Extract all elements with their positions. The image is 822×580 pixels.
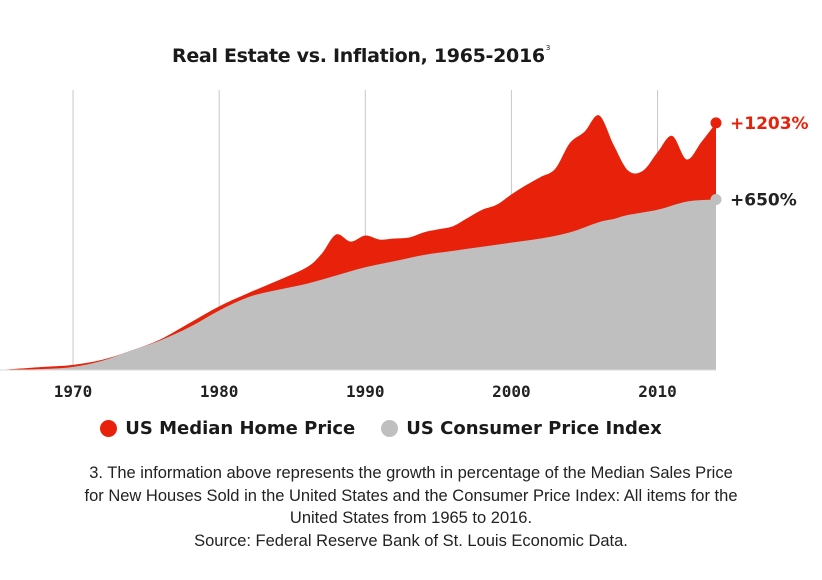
title-footnote-mark: 3 (545, 44, 550, 52)
x-tick-label-1970: 1970 (54, 382, 93, 401)
chart-legend: US Median Home Price US Consumer Price I… (0, 418, 822, 439)
footnote-line: for New Houses Sold in the United States… (84, 486, 738, 505)
x-tick-label-1980: 1980 (200, 382, 239, 401)
x-tick-label-1990: 1990 (346, 382, 385, 401)
x-tick-label-2010: 2010 (638, 382, 677, 401)
chart-title: Real Estate vs. Inflation, 1965-20163 (0, 44, 722, 67)
footnote-source: Source: Federal Reserve Bank of St. Loui… (194, 531, 628, 550)
footnote: 3. The information above represents the … (0, 462, 822, 552)
legend-swatch-home-price (100, 420, 118, 437)
endpoint-home-price (710, 117, 722, 129)
legend-label-home-price: US Median Home Price (125, 418, 356, 439)
footnote-line: 3. The information above represents the … (89, 464, 733, 482)
area-cpi (0, 199, 716, 370)
end-label-home-price: +1203% (730, 114, 809, 134)
chart-title-text: Real Estate vs. Inflation, 1965-2016 (172, 45, 545, 67)
legend-swatch-cpi (381, 420, 399, 437)
legend-item-cpi: US Consumer Price Index (381, 418, 662, 439)
x-tick-label-2000: 2000 (492, 382, 531, 401)
legend-item-home-price: US Median Home Price (100, 418, 355, 439)
footnote-line: United States from 1965 to 2016. (289, 509, 533, 527)
endpoint-cpi (710, 194, 722, 206)
end-label-cpi: +650% (730, 191, 797, 211)
area-chart: +1203% +650% 1970 1980 1990 2000 2010 (0, 90, 809, 401)
legend-label-cpi: US Consumer Price Index (406, 418, 662, 439)
